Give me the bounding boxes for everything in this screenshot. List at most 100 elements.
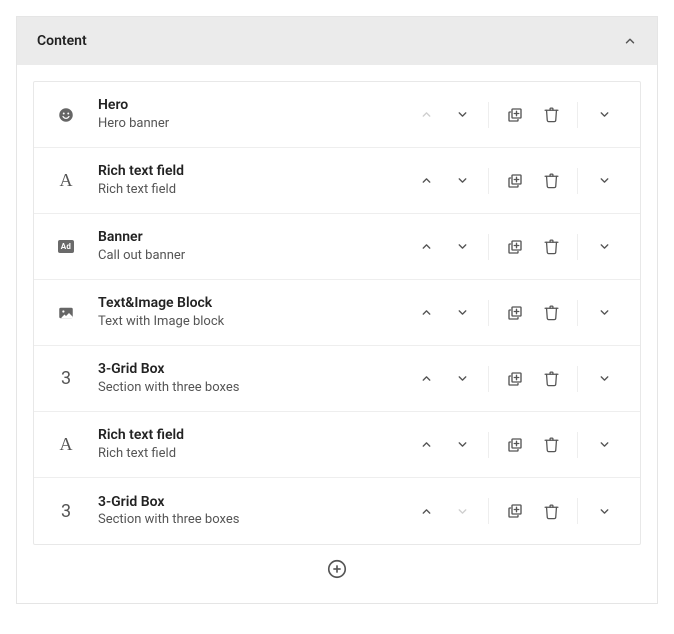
- item-actions: [408, 427, 622, 463]
- duplicate-button[interactable]: [497, 361, 533, 397]
- divider: [577, 234, 578, 260]
- expand-item-button[interactable]: [586, 229, 622, 265]
- duplicate-button[interactable]: [497, 229, 533, 265]
- item-title: Text&Image Block: [98, 294, 408, 312]
- item-type-icon: [52, 304, 80, 322]
- expand-item-button[interactable]: [586, 361, 622, 397]
- image-icon: [57, 304, 75, 322]
- ad-icon: Ad: [58, 240, 74, 253]
- divider: [577, 432, 578, 458]
- item-type-icon: 3: [52, 368, 80, 389]
- item-actions: [408, 97, 622, 133]
- letter-a-icon: A: [60, 434, 73, 455]
- move-down-button[interactable]: [444, 361, 480, 397]
- divider: [577, 102, 578, 128]
- duplicate-button[interactable]: [497, 97, 533, 133]
- delete-button[interactable]: [533, 427, 569, 463]
- move-up-button[interactable]: [408, 229, 444, 265]
- number-3-icon: 3: [61, 368, 71, 389]
- divider: [488, 498, 489, 524]
- delete-button[interactable]: [533, 295, 569, 331]
- item-text: 3-Grid Box Section with three boxes: [80, 493, 408, 529]
- item-text: 3-Grid Box Section with three boxes: [80, 360, 408, 396]
- item-title: Rich text field: [98, 162, 408, 180]
- item-subtitle: Call out banner: [98, 248, 408, 265]
- delete-button[interactable]: [533, 163, 569, 199]
- divider: [488, 300, 489, 326]
- item-title: Rich text field: [98, 426, 408, 444]
- delete-button[interactable]: [533, 97, 569, 133]
- duplicate-button[interactable]: [497, 163, 533, 199]
- add-item-button[interactable]: [323, 555, 351, 583]
- item-actions: [408, 361, 622, 397]
- item-text: Rich text field Rich text field: [80, 426, 408, 462]
- move-up-button[interactable]: [408, 163, 444, 199]
- divider: [577, 498, 578, 524]
- expand-item-button[interactable]: [586, 163, 622, 199]
- panel-title: Content: [37, 33, 87, 49]
- move-up-button[interactable]: [408, 361, 444, 397]
- duplicate-button[interactable]: [497, 295, 533, 331]
- move-down-button[interactable]: [444, 229, 480, 265]
- smiley-icon: [57, 106, 75, 124]
- expand-item-button[interactable]: [586, 97, 622, 133]
- item-subtitle: Section with three boxes: [98, 512, 408, 529]
- duplicate-button[interactable]: [497, 427, 533, 463]
- divider: [577, 168, 578, 194]
- move-up-button: [408, 97, 444, 133]
- item-type-icon: A: [52, 170, 80, 191]
- content-item-row: A Rich text field Rich text field: [34, 148, 640, 214]
- divider: [488, 168, 489, 194]
- item-type-icon: 3: [52, 501, 80, 522]
- move-up-button[interactable]: [408, 493, 444, 529]
- panel-body: Hero Hero banner A Rich text field Rich …: [17, 65, 657, 603]
- item-type-icon: Ad: [52, 240, 80, 253]
- divider: [488, 234, 489, 260]
- move-down-button[interactable]: [444, 427, 480, 463]
- delete-button[interactable]: [533, 229, 569, 265]
- move-up-button[interactable]: [408, 427, 444, 463]
- expand-item-button[interactable]: [586, 427, 622, 463]
- item-title: 3-Grid Box: [98, 493, 408, 511]
- expand-item-button[interactable]: [586, 295, 622, 331]
- divider: [577, 300, 578, 326]
- expand-item-button[interactable]: [586, 493, 622, 529]
- divider: [488, 102, 489, 128]
- panel-header[interactable]: Content: [17, 17, 657, 65]
- item-actions: [408, 229, 622, 265]
- collapse-icon: [623, 34, 637, 48]
- add-row: [33, 545, 641, 587]
- item-subtitle: Hero banner: [98, 116, 408, 133]
- item-title: Hero: [98, 96, 408, 114]
- delete-button[interactable]: [533, 493, 569, 529]
- duplicate-button[interactable]: [497, 493, 533, 529]
- content-item-list: Hero Hero banner A Rich text field Rich …: [33, 81, 641, 545]
- letter-a-icon: A: [60, 170, 73, 191]
- item-title: Banner: [98, 228, 408, 246]
- move-down-button[interactable]: [444, 163, 480, 199]
- content-item-row: 3 3-Grid Box Section with three boxes: [34, 478, 640, 544]
- item-text: Banner Call out banner: [80, 228, 408, 264]
- content-item-row: 3 3-Grid Box Section with three boxes: [34, 346, 640, 412]
- content-item-row: Hero Hero banner: [34, 82, 640, 148]
- item-type-icon: A: [52, 434, 80, 455]
- item-type-icon: [52, 106, 80, 124]
- item-subtitle: Section with three boxes: [98, 380, 408, 397]
- item-text: Hero Hero banner: [80, 96, 408, 132]
- divider: [488, 432, 489, 458]
- item-title: 3-Grid Box: [98, 360, 408, 378]
- divider: [488, 366, 489, 392]
- move-down-button[interactable]: [444, 97, 480, 133]
- item-actions: [408, 163, 622, 199]
- item-subtitle: Rich text field: [98, 446, 408, 463]
- move-down-button[interactable]: [444, 295, 480, 331]
- item-subtitle: Rich text field: [98, 182, 408, 199]
- item-text: Rich text field Rich text field: [80, 162, 408, 198]
- item-subtitle: Text with Image block: [98, 314, 408, 331]
- delete-button[interactable]: [533, 361, 569, 397]
- item-text: Text&Image Block Text with Image block: [80, 294, 408, 330]
- divider: [577, 366, 578, 392]
- move-up-button[interactable]: [408, 295, 444, 331]
- number-3-icon: 3: [61, 501, 71, 522]
- move-down-button: [444, 493, 480, 529]
